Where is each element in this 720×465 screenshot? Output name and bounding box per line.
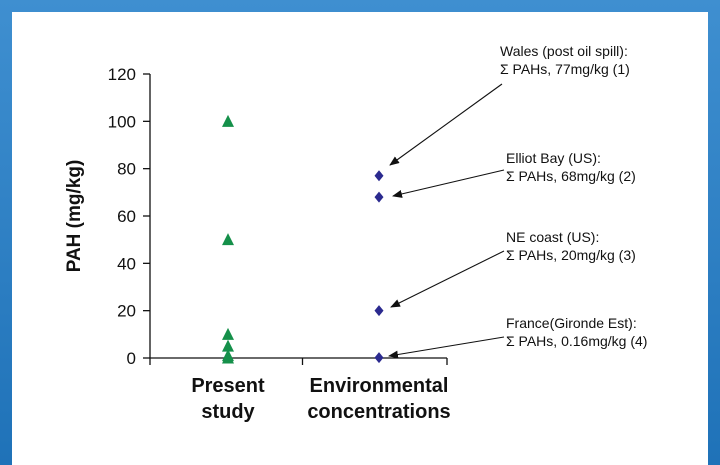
y-tick-label: 20 (117, 302, 136, 321)
annotation-text: NE coast (US): (506, 229, 599, 245)
triangle-point (222, 327, 234, 340)
diamond-point (374, 191, 384, 203)
annotation-text: France(Gironde Est): (506, 315, 637, 331)
y-tick-label: 100 (108, 112, 136, 131)
annotation-text: Σ PAHs, 20mg/kg (3) (506, 247, 636, 263)
triangle-point (222, 114, 234, 127)
annotation-text: Σ PAHs, 77mg/kg (1) (500, 61, 630, 77)
annotation-arrow (392, 169, 505, 198)
annotations-group: Wales (post oil spill): Σ PAHs, 77mg/kg (… (388, 43, 647, 359)
axes-group: 0 20 40 60 80 100 120 PAH (mg/kg) Present study En… (64, 65, 451, 423)
triangle-point (222, 339, 234, 352)
annotation-text: Wales (post oil spill): (500, 43, 628, 59)
chart-panel (12, 12, 708, 465)
annotation-arrow (388, 336, 505, 359)
annotation-arrow (389, 83, 503, 166)
annotation-text: Σ PAHs, 0.16mg/kg (4) (506, 333, 647, 349)
category-label: Environmental (310, 375, 449, 397)
annotation-text: Elliot Bay (US): (506, 150, 601, 166)
triangle-point (222, 233, 234, 246)
diamond-point (374, 305, 384, 317)
y-tick-label: 40 (117, 254, 136, 273)
category-label: Present (191, 375, 265, 397)
diamond-point (374, 352, 384, 364)
triangle-point (222, 351, 234, 364)
diamond-point (374, 170, 384, 182)
y-axis-label: PAH (mg/kg) (64, 160, 85, 273)
category-label: study (201, 401, 255, 423)
annotation-text: Σ PAHs, 68mg/kg (2) (506, 168, 636, 184)
marks-group (222, 114, 384, 364)
y-tick-label: 80 (117, 160, 136, 179)
category-label: concentrations (307, 401, 450, 423)
annotation-arrow (390, 250, 505, 308)
y-tick-label: 120 (108, 65, 136, 84)
y-tick-label: 0 (127, 349, 136, 368)
y-tick-label: 60 (117, 207, 136, 226)
